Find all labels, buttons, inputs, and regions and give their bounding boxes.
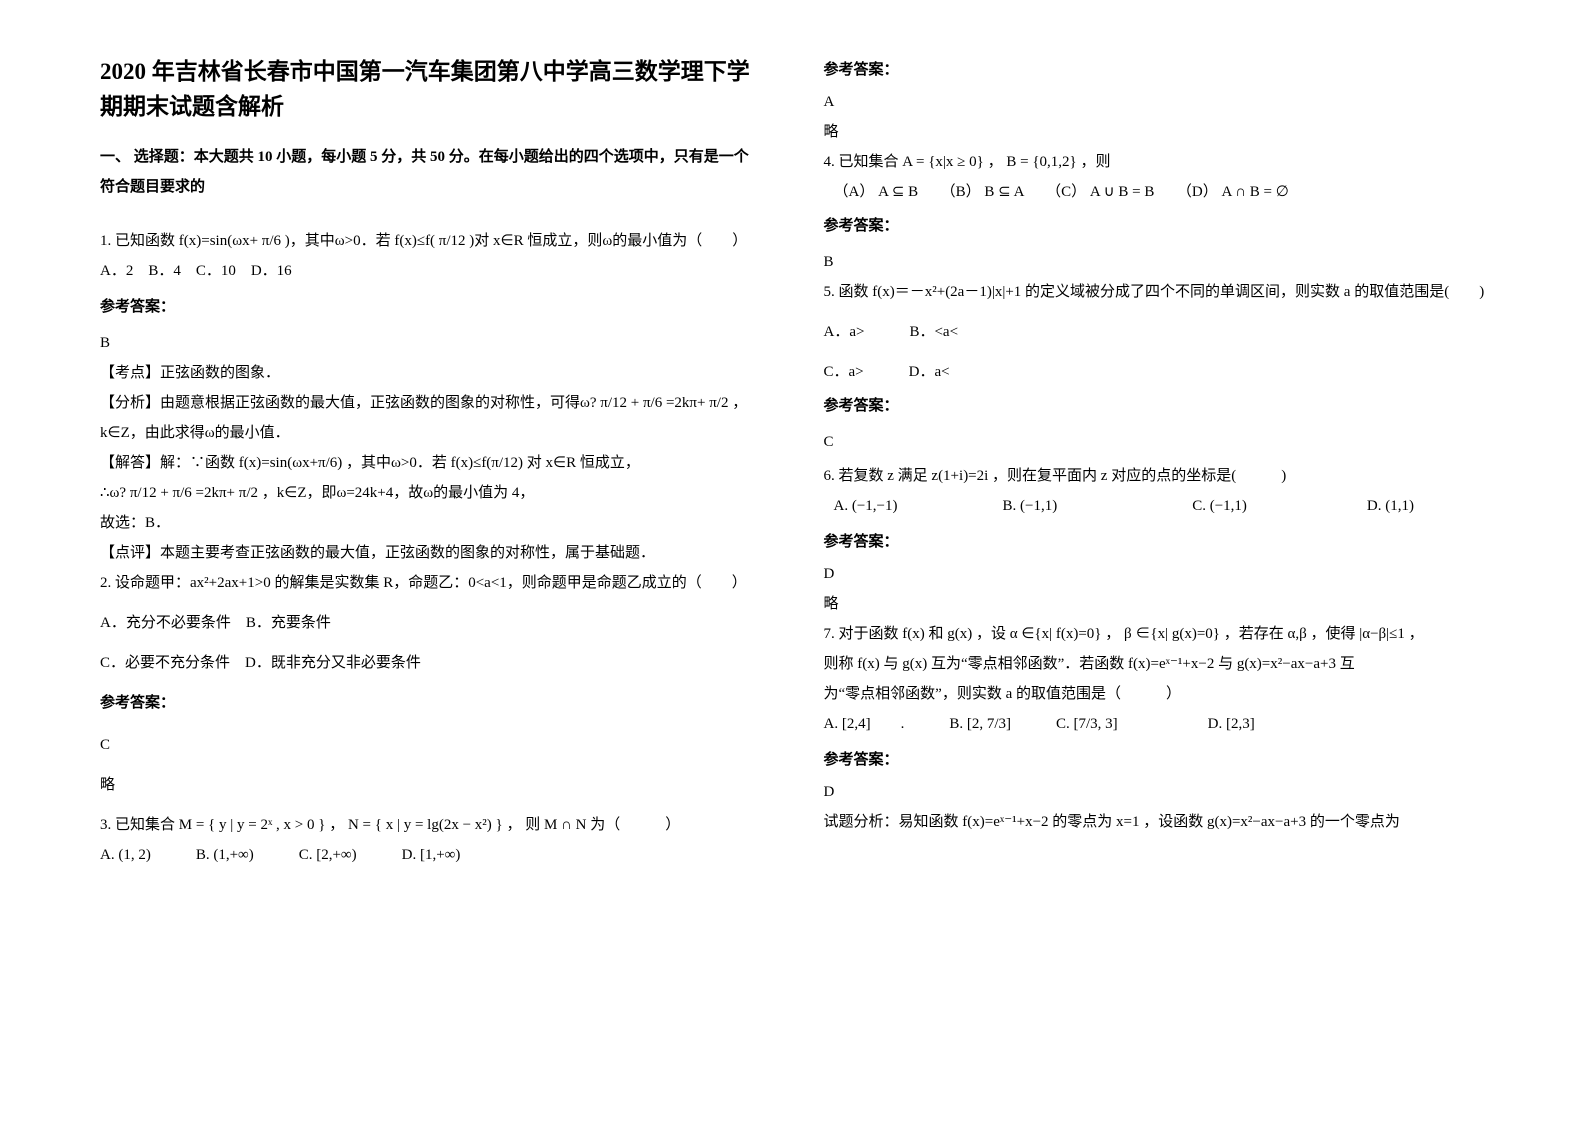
q1-stem: 1. 已知函数 f(x)=sin(ωx+ π/6 )，其中ω>0．若 f(x)≤…: [100, 226, 764, 256]
q6-answer: D: [824, 559, 1488, 589]
q7-answer: D: [824, 777, 1488, 807]
q4-options: （A） A ⊆ B （B） B ⊆ A （C） A ∪ B = B （D） A …: [834, 177, 1488, 207]
answer-label: 参考答案：: [824, 391, 1488, 421]
q3-answer: A: [824, 87, 1488, 117]
q4-stem: 4. 已知集合 A = {x|x ≥ 0} ， B = {0,1,2} ，则: [824, 147, 1488, 177]
q7-line2: 则称 f(x) 与 g(x) 互为“零点相邻函数”．若函数 f(x)=eˣ⁻¹+…: [824, 649, 1488, 679]
q1-jieda-3: 故选：B．: [100, 508, 764, 538]
answer-label: 参考答案：: [100, 292, 764, 322]
q1-fenxi: 【分析】由题意根据正弦函数的最大值，正弦函数的图象的对称性，可得ω? π/12 …: [100, 388, 764, 448]
answer-label: 参考答案：: [824, 745, 1488, 775]
q5-opts-cd: C．a> D．a<: [824, 357, 1488, 387]
answer-label: 参考答案：: [824, 527, 1488, 557]
exam-title: 2020 年吉林省长春市中国第一汽车集团第八中学高三数学理下学期期末试题含解析: [100, 55, 764, 124]
q7-options: A. [2,4] . B. [2, 7/3] C. [7/3, 3] D. [2…: [824, 709, 1488, 739]
q1-kaodian: 【考点】正弦函数的图象．: [100, 358, 764, 388]
q2-opts-cd: C．必要不充分条件 D．既非充分又非必要条件: [100, 648, 764, 678]
q2-stem: 2. 设命题甲：ax²+2ax+1>0 的解集是实数集 R，命题乙：0<a<1，…: [100, 568, 764, 598]
q5-opts-ab: A．a> B．<a<: [824, 317, 1488, 347]
section-1-heading: 一、 选择题：本大题共 10 小题，每小题 5 分，共 50 分。在每小题给出的…: [100, 142, 764, 202]
answer-label: 参考答案：: [824, 55, 1488, 85]
q2-answer: C: [100, 730, 764, 760]
q5-stem: 5. 函数 f(x)＝－x²+(2a－1)|x|+1 的定义域被分成了四个不同的…: [824, 277, 1488, 307]
q1-options: A．2 B．4 C．10 D．16: [100, 256, 764, 286]
q6-options: A. (−1,−1) B. (−1,1) C. (−1,1) D. (1,1): [834, 491, 1488, 521]
q7-fenxi: 试题分析：易知函数 f(x)=eˣ⁻¹+x−2 的零点为 x=1 ，设函数 g(…: [824, 807, 1488, 837]
q3-note: 略: [824, 117, 1488, 147]
q2-note: 略: [100, 770, 764, 800]
q7-line3: 为“零点相邻函数”，则实数 a 的取值范围是（ ）: [824, 679, 1488, 709]
q6-note: 略: [824, 589, 1488, 619]
q2-opts-ab: A．充分不必要条件 B．充要条件: [100, 608, 764, 638]
q6-stem: 6. 若复数 z 满足 z(1+i)=2i ，则在复平面内 z 对应的点的坐标是…: [824, 461, 1488, 491]
q3-stem: 3. 已知集合 M = { y | y = 2ˣ , x > 0 } ， N =…: [100, 810, 764, 840]
q7-line1: 7. 对于函数 f(x) 和 g(x) ，设 α ∈{x| f(x)=0} ， …: [824, 619, 1488, 649]
answer-label: 参考答案：: [824, 211, 1488, 241]
q1-dianping: 【点评】本题主要考查正弦函数的最大值，正弦函数的图象的对称性，属于基础题．: [100, 538, 764, 568]
q4-answer: B: [824, 247, 1488, 277]
left-column: 2020 年吉林省长春市中国第一汽车集团第八中学高三数学理下学期期末试题含解析 …: [100, 55, 764, 1082]
q3-options: A. (1, 2) B. (1,+∞) C. [2,+∞) D. [1,+∞): [100, 840, 764, 870]
q1-jieda-1: 【解答】解：∵函数 f(x)=sin(ωx+π/6) ，其中ω>0．若 f(x)…: [100, 448, 764, 478]
q5-answer: C: [824, 427, 1488, 457]
answer-label: 参考答案：: [100, 688, 764, 718]
q1-jieda-2: ∴ω? π/12 + π/6 =2kπ+ π/2 ，k∈Z，即ω=24k+4，故…: [100, 478, 764, 508]
right-column: 参考答案： A 略 4. 已知集合 A = {x|x ≥ 0} ， B = {0…: [824, 55, 1488, 1082]
q1-answer: B: [100, 328, 764, 358]
